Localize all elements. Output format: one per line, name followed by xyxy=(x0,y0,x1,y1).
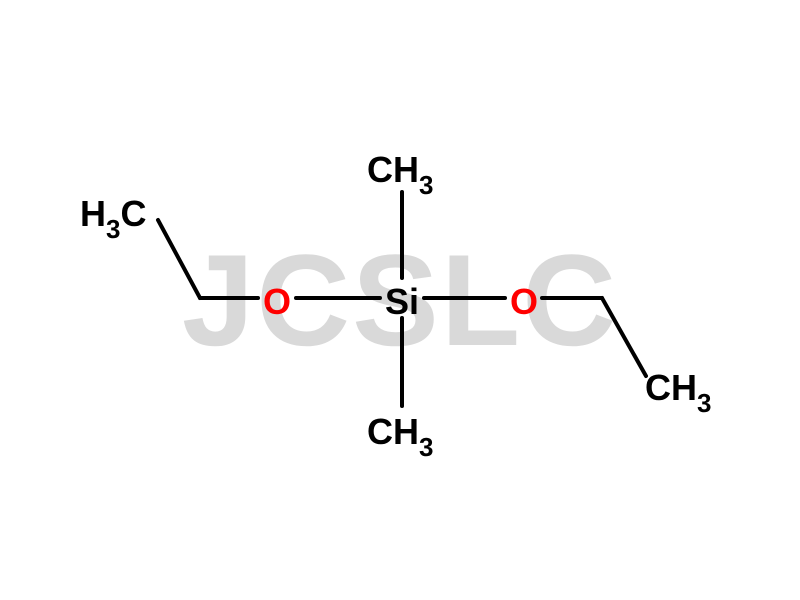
atom-ch3-bottom: CH3 xyxy=(367,414,433,456)
atom-o-left: O xyxy=(263,284,291,320)
atom-label-c: C xyxy=(645,367,671,408)
atom-o-right: O xyxy=(510,284,538,320)
atom-ch3-top: CH3 xyxy=(367,152,433,194)
atom-label-h: H xyxy=(393,411,419,452)
bond-line xyxy=(602,298,646,376)
atom-label-c: C xyxy=(120,193,146,234)
atom-label-h: H xyxy=(393,149,419,190)
atom-label-sub: 3 xyxy=(106,214,120,244)
atom-label-h: H xyxy=(671,367,697,408)
atom-label: O xyxy=(263,281,291,322)
atom-label: Si xyxy=(385,281,419,322)
atom-label-sub: 3 xyxy=(419,432,433,462)
atom-h3c-topleft: H3C xyxy=(80,196,146,238)
atom-label: O xyxy=(510,281,538,322)
atom-si: Si xyxy=(385,284,419,320)
atom-label-sub: 3 xyxy=(419,170,433,200)
atom-label-sub: 3 xyxy=(697,388,711,418)
atom-label-c: C xyxy=(367,411,393,452)
atom-ch3-bottomright: CH3 xyxy=(645,370,711,412)
atom-label-h: H xyxy=(80,193,106,234)
atom-label-c: C xyxy=(367,149,393,190)
bond-line xyxy=(158,220,200,298)
